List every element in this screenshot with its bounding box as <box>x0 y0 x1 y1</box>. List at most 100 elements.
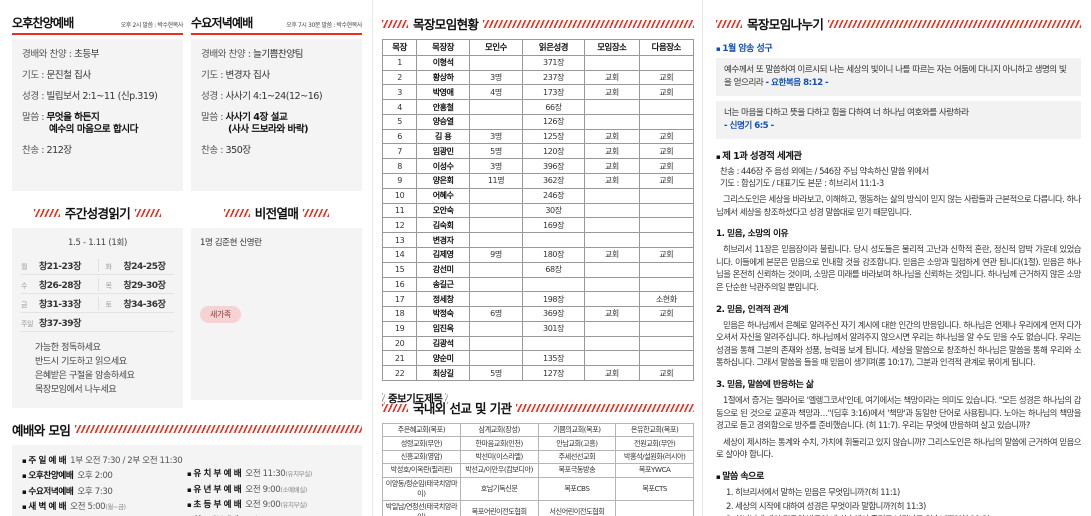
table-cell: 교회 <box>584 69 640 86</box>
table-cell: 김제영 <box>416 246 471 263</box>
worship-item: ▪ 오후찬양예배 오후 2:00 <box>22 469 187 481</box>
worship-body: ▪ 주 일 예 배 1부 오전 7:30 / 2부 오전 11:30 ▪ 오후찬양예배… <box>12 444 362 516</box>
table-cell <box>469 113 523 130</box>
missions-row: 신흥교회(영암) 박선미(이스라엘) 주세선선교회 박홍석/설원화(러시아) <box>382 449 694 465</box>
table-cell: 362장 <box>521 173 586 189</box>
table-cell <box>469 261 523 278</box>
study-question: 3. 하나님께 대한 믿음의 반응이 내 삶속에서 증거로 나타나고 있습니까?… <box>716 513 1081 516</box>
table-cell: 9 <box>381 173 418 189</box>
hatch-decoration-icon <box>445 392 449 404</box>
table-body: 1 이형석 371장 2 황상하 3명 237장 교회 교회 3 박영애 4명 173장 교회 교회 4 안홍철… <box>381 54 695 381</box>
reading-day: 토 <box>105 300 112 309</box>
missions-row: 주은혜교회(목포) 삼계교회(장성) 기쁨의교회(목포) 온유한교회(목포) <box>382 422 694 438</box>
table-cell: 169장 <box>521 217 586 234</box>
reading-cell: 수 창26-28장 <box>21 278 98 291</box>
table-cell: 120장 <box>521 143 586 160</box>
worship-item: ▪ 유 치 부 예 배 오전 11:30 (유치부실) <box>187 467 352 479</box>
table-cell: 교회 <box>638 84 695 101</box>
table-cell <box>638 261 695 278</box>
table-cell <box>638 54 695 71</box>
service-detail: 성경 : 빌립보서 2:1~11 (신p.319) <box>22 91 174 103</box>
cell-group-status-table: 목장 목장장 모인수 읽은성경 모임장소 다음장소 1 이형석 371장 2 황상하 3명… <box>381 39 695 381</box>
table-row: 10 어혜수 246장 <box>381 187 695 204</box>
table-cell: 송길근 <box>416 276 471 293</box>
table-cell: 교회 <box>638 173 695 189</box>
hymn-label: 찬송 : <box>201 144 226 156</box>
vision-panel: 1명 김준현 신영란 새가족 <box>191 228 362 400</box>
service-subtitle: 오후 7시 30분 말씀 : 박수현목사 <box>286 22 362 29</box>
table-cell: 교회 <box>638 365 695 381</box>
reading-vision-row: 주간성경읽기 1.5 - 1.11 (1회) 월 창21-23장 화 창24-2… <box>12 203 362 408</box>
worship-time: 오전 5:00 <box>70 502 106 513</box>
table-cell: 396장 <box>521 158 586 175</box>
missions-cell: 전원교회(무안) <box>615 436 694 451</box>
table-cell <box>584 187 640 204</box>
reading-date-range: 1.5 - 1.11 (1회) <box>68 238 127 248</box>
sermon-line-2: 예수의 마음으로 합시다 <box>49 123 138 135</box>
table-row: 13 변경자 <box>381 232 695 248</box>
reading-day: 화 <box>105 262 112 271</box>
reading-row: 금 창31-33장 토 창34-36장 <box>21 294 174 313</box>
lesson-prayer-text: 기도 : 합심기도 / 대표기도 본문 : 히브리서 11:1-3 <box>720 177 884 188</box>
table-cell: 교회 <box>584 84 640 101</box>
table-cell: 교회 <box>584 143 640 160</box>
section-title: 예배와 모임 <box>12 422 71 438</box>
missions-cell: 한마음교회(인천) <box>459 436 539 451</box>
table-row: 18 박정숙 6명 369장 교회 교회 <box>381 306 695 322</box>
table-cell: 안홍철 <box>416 99 471 115</box>
missions-cell: 온유한교회(목포) <box>615 422 694 438</box>
table-cell: 5명 <box>469 143 523 160</box>
table-cell: 교회 <box>584 173 640 189</box>
missions-cell: 서신어린이전도협회 <box>537 499 617 516</box>
table-cell <box>469 202 523 219</box>
table-cell: 김광석 <box>416 335 471 352</box>
reading-row: 수 창26-28장 목 창29-30장 <box>21 275 174 294</box>
table-cell: 교회 <box>638 306 695 322</box>
service-header: 수요저녁예배 오후 7시 30분 말씀 : 박수현목사 <box>191 14 362 35</box>
bullet-icon: ▪ <box>187 501 192 510</box>
detail-value: 사사기 4:1~24(12~16) <box>225 90 323 102</box>
missions-cell: 이양동/정순임(태국치앙마이) <box>382 476 461 501</box>
table-cell <box>638 276 695 293</box>
hatch-decoration-icon <box>483 19 694 28</box>
reading-row: 주일 창37-39장 <box>21 313 174 332</box>
hatch-decoration-icon <box>828 19 1081 28</box>
table-row: 19 임진옥 301장 <box>381 320 695 337</box>
table-cell: 임광민 <box>416 143 471 160</box>
hymn-value: 212장 <box>46 144 72 156</box>
table-cell: 173장 <box>521 84 586 101</box>
table-cell: 교회 <box>584 306 640 322</box>
bullet-icon: ▪ <box>187 470 192 479</box>
detail-value: 문진철 집사 <box>46 69 91 81</box>
service-detail: 성경 : 사사기 4:1~24(12~16) <box>201 91 353 103</box>
detail-label: 경배와 찬양 : <box>22 49 75 60</box>
table-cell: 135장 <box>521 350 586 367</box>
weekly-reading-section: 주간성경읽기 1.5 - 1.11 (1회) 월 창21-23장 화 창24-2… <box>12 203 183 408</box>
bullet-icon: ▪ <box>22 487 27 496</box>
lesson-closing: 세상이 제시하는 통계와 수치, 가치에 휘둘리고 있지 않습니까? 그리스도인… <box>716 436 1082 460</box>
reading-tips: 가능한 정독하세요 반드시 기도하고 읽으세요 은혜받은 구절을 암송하세요 목… <box>21 342 174 398</box>
table-cell: 이성수 <box>416 158 471 175</box>
missions-cell: 박선교/이만우(캄보디아) <box>459 463 539 478</box>
table-row: 5 양승열 126장 <box>381 113 695 130</box>
missions-table: 주은혜교회(목포) 삼계교회(장성) 기쁨의교회(목포) 온유한교회(목포) 성령교회(… <box>382 422 694 516</box>
table-cell: 3 <box>381 84 418 101</box>
table-cell: 180장 <box>521 246 586 263</box>
table-cell: 125장 <box>521 128 586 145</box>
table-cell: 오안숙 <box>416 202 471 219</box>
reading-passage: 창31-33장 <box>39 299 81 310</box>
detail-label: 성경 : <box>201 90 226 102</box>
table-cell <box>638 99 695 115</box>
section-header: 비전열매 <box>191 203 362 222</box>
section-title: 목장모임현황 <box>413 17 479 32</box>
lesson-section-heading: 1. 믿음, 소망의 이유 <box>716 229 789 240</box>
table-cell <box>469 187 523 204</box>
table-cell: 127장 <box>521 365 586 381</box>
table-cell: 237장 <box>521 69 586 86</box>
table-cell: 3명 <box>469 128 523 145</box>
table-cell <box>584 276 640 293</box>
missions-cell: 목포CBS <box>537 476 617 501</box>
reading-cell: 주일 창37-39장 <box>21 316 98 329</box>
hatch-decoration-icon <box>516 403 694 412</box>
